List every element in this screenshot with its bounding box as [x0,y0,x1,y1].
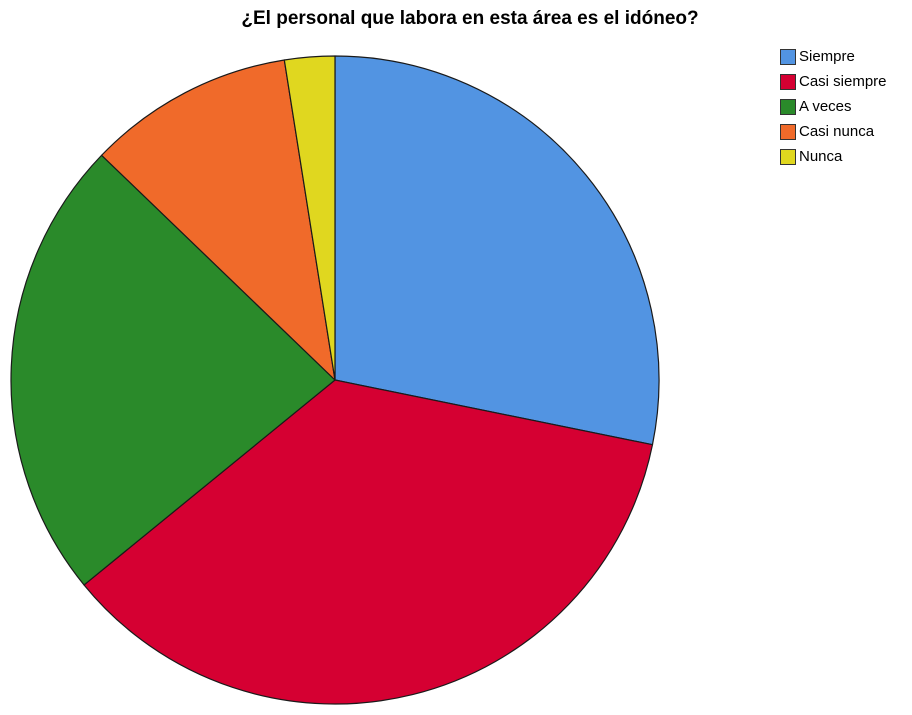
legend-item-siempre: Siempre [780,44,908,69]
legend-swatch [780,73,796,90]
pie-slice-casi-siempre [83,379,654,705]
legend-item-nunca: Nunca [780,144,908,169]
legend-label: Nunca [799,148,843,165]
legend-swatch [780,148,796,165]
legend-label: A veces [799,98,852,115]
legend-label: Casi nunca [799,123,875,140]
legend-swatch [780,98,796,115]
legend-item-casi-nunca: Casi nunca [780,119,908,144]
legend-label: Casi siempre [799,73,887,90]
pie-slice-siempre [334,55,660,446]
chart-title: ¿El personal que labora en esta área es … [241,8,699,29]
legend-swatch [780,48,796,65]
pie-slice-casi-nunca [101,59,336,381]
pie-slice-a-veces [10,154,336,586]
legend-item-casi-siempre: Casi siempre [780,69,908,94]
legend-swatch [780,123,796,140]
legend-label: Siempre [799,48,855,65]
legend-item-a-veces: A veces [780,94,908,119]
pie-slice-nunca [283,55,336,381]
legend: Siempre Casi siempre A veces Casi nunca … [780,44,908,169]
